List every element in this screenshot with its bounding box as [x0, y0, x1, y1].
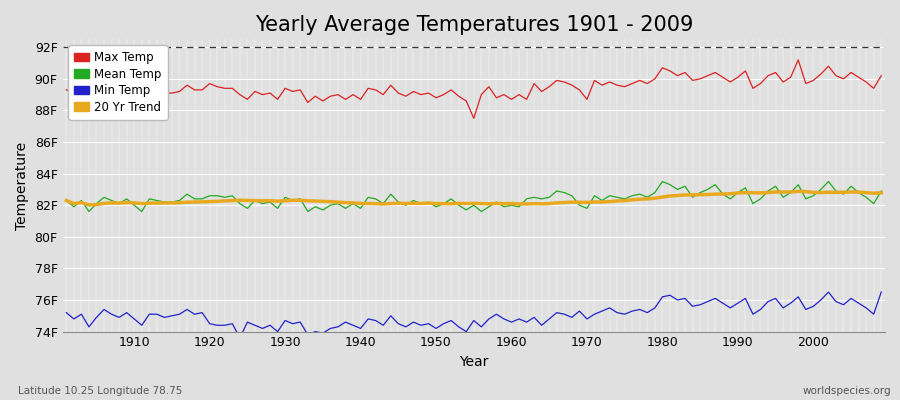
Text: Latitude 10.25 Longitude 78.75: Latitude 10.25 Longitude 78.75 — [18, 386, 183, 396]
Title: Yearly Average Temperatures 1901 - 2009: Yearly Average Temperatures 1901 - 2009 — [255, 15, 693, 35]
Y-axis label: Temperature: Temperature — [15, 141, 29, 230]
X-axis label: Year: Year — [459, 355, 489, 369]
Legend: Max Temp, Mean Temp, Min Temp, 20 Yr Trend: Max Temp, Mean Temp, Min Temp, 20 Yr Tre… — [68, 45, 167, 120]
Text: worldspecies.org: worldspecies.org — [803, 386, 891, 396]
